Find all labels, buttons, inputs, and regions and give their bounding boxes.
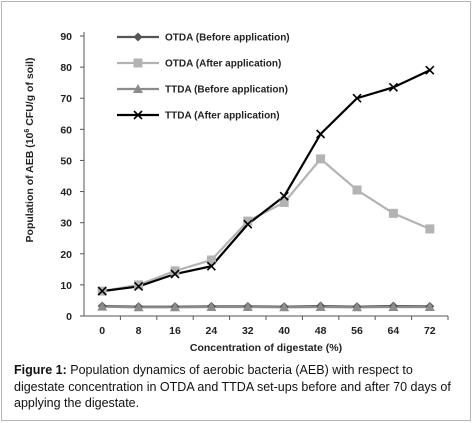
data-point-ttda-after-application [388,82,398,92]
y-tick-label: 30 [60,218,72,230]
data-point-ttda-after-application [243,219,253,229]
data-point-otda-after-application [243,216,253,226]
legend-label-otda-before-application: OTDA (Before application) [165,33,290,44]
caption-label: Figure 1: [14,363,67,377]
data-point-ttda-after-application [279,191,289,201]
series-line-ttda-before-application [102,305,430,309]
x-marker-stroke [243,219,253,229]
x-tick-label: 40 [278,325,290,337]
data-point-ttda-before-application [352,302,362,312]
y-axis-title: Population of AEB (106 CFU/g of soil) [24,58,36,243]
series-lines [102,69,431,309]
x-tick-label: 64 [388,325,400,337]
data-point-ttda-before-application [133,302,144,312]
series-line-otda-after-application [102,157,431,293]
y-tick-label: 90 [60,31,72,43]
legend-label-ttda-after-application: TTDA (After application) [165,111,280,122]
series-line-ttda-after-application [102,69,431,293]
y-tick-label: 50 [60,155,72,167]
legend-marker-ttda-before-application [133,84,143,93]
y-axis-title-sup: 6 [24,129,31,133]
line-chart: 0 10 20 30 40 50 60 70 80 90 0 8 16 24 32 40 48 56 64 72 OT… [24,31,449,354]
x-axis-title: Concentration of digestate (%) [190,342,342,354]
data-point-ttda-before-application [206,301,217,311]
x-marker-stroke [352,93,362,103]
data-point-ttda-before-application [388,301,399,311]
data-point-otda-after-application [279,197,289,207]
axes [80,32,449,320]
data-point-otda-after-application [352,185,362,195]
data-point-ttda-before-application [97,301,108,311]
data-point-ttda-after-application [425,65,435,75]
series-markers [97,65,435,312]
y-tick-label: 0 [66,311,72,323]
caption-text: Population dynamics of aerobic bacteria … [14,363,451,410]
x-tick-label: 0 [99,325,105,337]
figure-caption: Figure 1: Population dynamics of aerobic… [14,362,464,412]
data-point-ttda-before-application [242,301,253,311]
x-marker-stroke [133,110,143,120]
data-point-ttda-after-application [352,93,362,103]
data-point-ttda-before-application [424,301,435,311]
y-axis-title-tail: CFU/g of soil) [24,58,36,129]
data-point-ttda-before-application [170,302,180,312]
x-tick-label: 48 [315,325,327,337]
y-tick-label: 80 [60,62,72,74]
data-point-otda-after-application [425,224,435,234]
data-point-ttda-after-application [206,261,216,271]
data-point-ttda-after-application [134,281,144,292]
x-marker-stroke [388,82,398,92]
x-marker-stroke [97,286,107,296]
data-point-otda-after-application [206,255,216,265]
x-marker-stroke [206,261,216,271]
x-tick-label: 8 [136,325,142,337]
y-tick-label: 60 [60,124,72,136]
y-axis-title-main: Population of AEB (10 [24,132,36,242]
data-point-otda-after-application [388,208,398,218]
y-tick-label: 20 [60,249,72,261]
x-tick-label: 32 [242,325,254,337]
x-tick-label: 72 [424,325,436,337]
data-point-ttda-before-application [315,301,326,311]
data-point-otda-after-application [170,266,180,276]
y-tick-label: 40 [60,187,72,199]
x-marker-stroke [279,191,289,201]
x-marker-stroke [134,281,144,292]
legend-label-ttda-before-application: TTDA (Before application) [165,85,288,96]
legend: OTDA (Before application) OTDA (After app… [117,32,290,122]
legend-marker-otda-before-application [133,32,143,42]
y-tick-label: 10 [60,280,72,292]
x-marker-stroke [170,269,180,279]
y-tick-label: 70 [60,93,72,105]
x-tick-label: 56 [351,325,363,337]
legend-marker-otda-after-application [133,58,143,68]
tick-labels: 0 10 20 30 40 50 60 70 80 90 0 8 16 24 32 40 48 56 64 72 [60,31,435,337]
data-point-ttda-after-application [316,129,326,139]
x-marker-stroke [425,65,435,75]
x-tick-label: 16 [169,325,181,337]
data-point-otda-after-application [316,154,326,164]
x-tick-label: 24 [206,325,218,337]
legend-marker-ttda-after-application [133,110,143,120]
data-point-ttda-before-application [279,302,290,312]
x-marker-stroke [316,129,326,139]
data-point-ttda-after-application [97,286,107,296]
data-point-otda-after-application [134,280,144,290]
legend-label-otda-after-application: OTDA (After application) [165,59,281,70]
data-point-ttda-after-application [170,269,180,279]
